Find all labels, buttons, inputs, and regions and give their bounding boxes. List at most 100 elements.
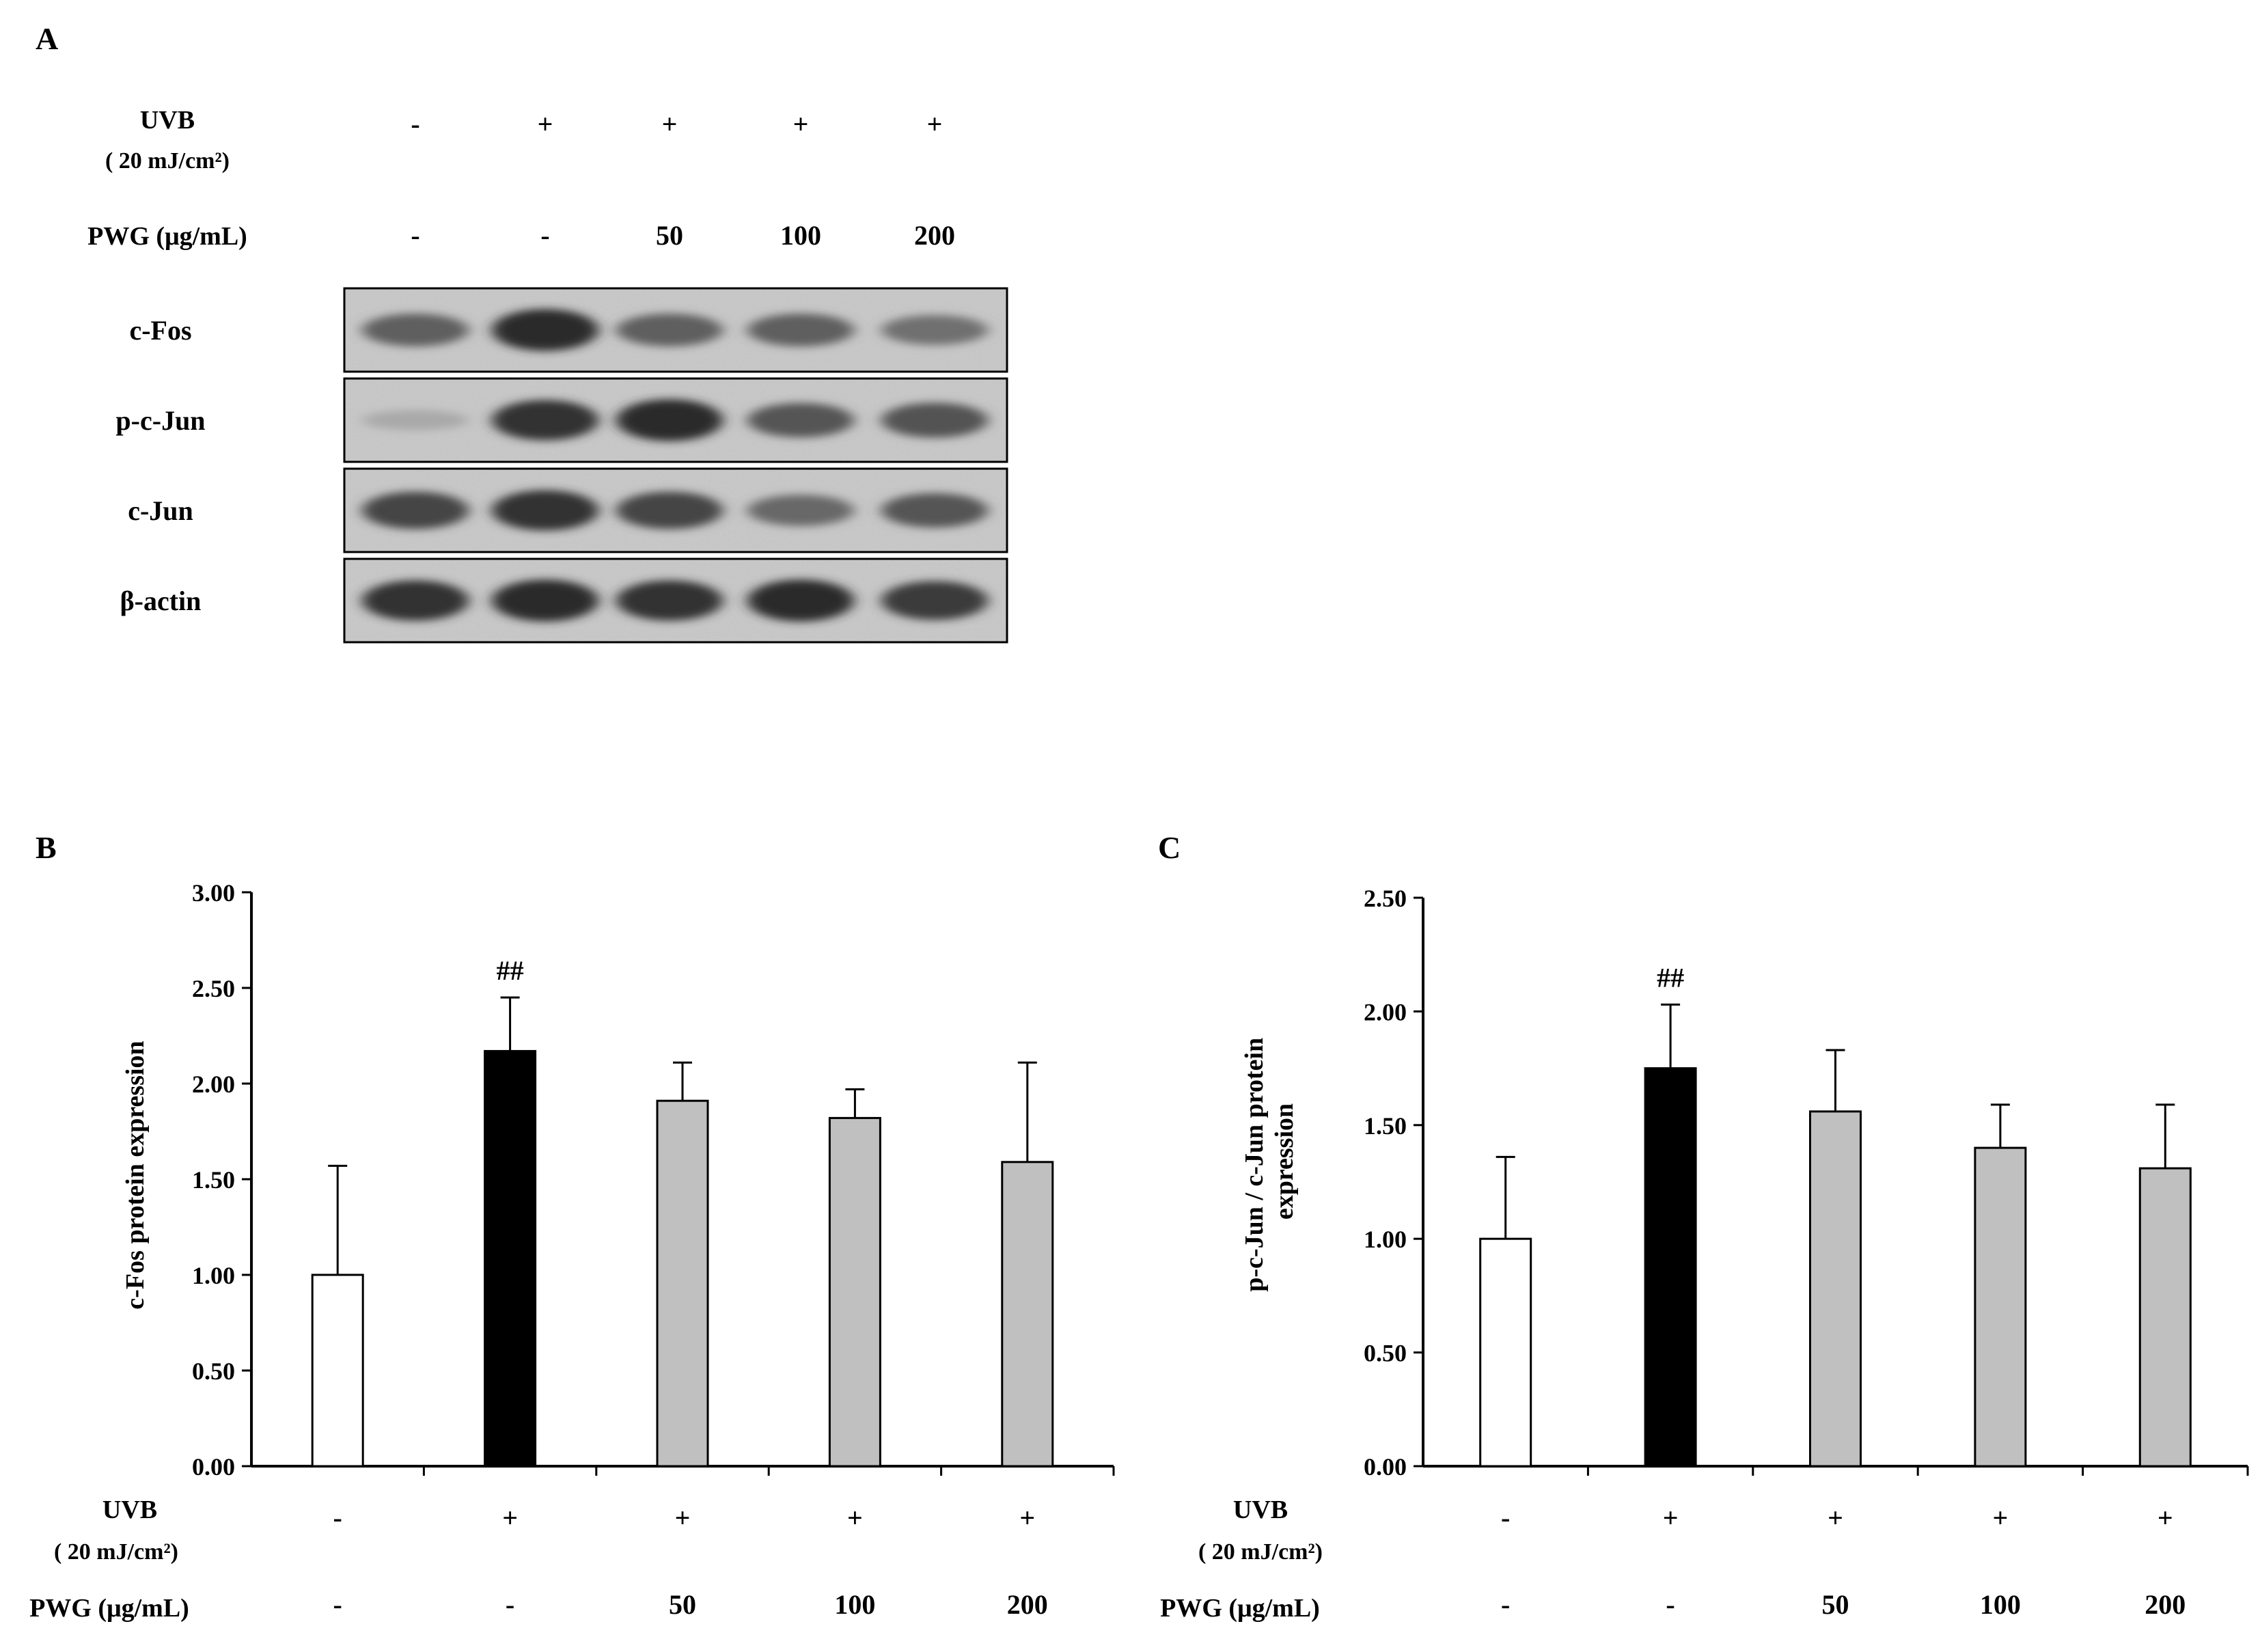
uvb-sign: + [2158, 1502, 2173, 1533]
blot-band [492, 579, 598, 622]
blot-uvb-sign: + [662, 109, 678, 139]
uvb-sign: + [847, 1502, 863, 1533]
panel-c-treatment-rows: UVB ( 20 mJ/cm²) PWG (μg/mL) - - + - +50 +100… [1160, 1496, 2186, 1623]
blot-pwg-dose: 100 [780, 220, 821, 251]
panel-c-label: C [1158, 830, 1181, 865]
blot-band [362, 410, 469, 430]
y-tick-label: 1.00 [1364, 1226, 1407, 1253]
pwg-dose: 200 [2145, 1589, 2186, 1620]
panel-c-uvb-dose: ( 20 mJ/cm²) [1198, 1539, 1323, 1565]
blot-band [881, 493, 988, 528]
uvb-sign: + [1993, 1502, 2009, 1533]
bar [1001, 1161, 1054, 1468]
y-tick-label: 0.50 [1364, 1340, 1407, 1367]
significance-mark: ## [497, 955, 524, 986]
blot-band [881, 581, 988, 620]
pwg-treatment-row: - - 50 100 200 [411, 220, 955, 251]
uvb-sign: + [1663, 1502, 1679, 1533]
blot-band [616, 491, 723, 529]
pwg-dose: 100 [834, 1589, 875, 1620]
pwg-dose: 200 [1007, 1589, 1048, 1620]
pwg-dose: - [506, 1589, 514, 1620]
blot-band [362, 580, 469, 621]
blot-border [343, 377, 1008, 463]
y-tick-label: 3.00 [192, 879, 235, 907]
blot-border [343, 557, 1008, 644]
panel-a-label: A [36, 21, 58, 56]
panel-c-error-bars [1496, 1003, 2175, 1239]
pwg-dose: 50 [1822, 1589, 1849, 1620]
pwg-dose: 100 [1980, 1589, 2021, 1620]
bar [1974, 1146, 2027, 1468]
bar [2138, 1167, 2192, 1468]
y-tick-label: 2.00 [1364, 998, 1407, 1025]
blot-pwg-dose: 200 [914, 220, 955, 251]
uvb-sign: + [1828, 1502, 1843, 1533]
y-tick-label: 2.00 [192, 1071, 235, 1098]
uvb-sign: + [675, 1502, 691, 1533]
y-tick-label: 2.50 [1364, 885, 1407, 912]
blot-row-label: c-Fos [129, 315, 191, 346]
y-tick-label: 1.50 [192, 1166, 235, 1194]
pwg-dose: - [333, 1589, 342, 1620]
panel-b-y-axis-title: c-Fos protein expression [121, 1041, 150, 1309]
blot-band [492, 400, 598, 441]
blot-border [343, 467, 1008, 553]
uvb-sign: - [1501, 1502, 1510, 1533]
y-tick-label: 0.00 [192, 1453, 235, 1481]
blot-c-jun: c-Jun [128, 467, 1008, 553]
panel-b-pwg-label: PWG (μg/mL) [29, 1594, 189, 1623]
blot-band [616, 313, 723, 347]
y-tick-label: 1.00 [192, 1262, 235, 1289]
bar [828, 1116, 881, 1468]
bar [484, 1049, 537, 1468]
significance-mark: ## [1657, 962, 1684, 993]
y-tick-label: 0.50 [192, 1358, 235, 1385]
panel-b-uvb-label: UVB [102, 1496, 157, 1524]
pwg-dose: - [1501, 1589, 1510, 1620]
panel-b-annotations: ## [497, 955, 524, 986]
blot-pwg-dose: - [540, 220, 549, 251]
blot-band [881, 315, 988, 345]
bar [311, 1274, 364, 1468]
panel-c-y-axis-title: p-c-Jun / c-Jun protein expression [1240, 1031, 1299, 1291]
blot-band [492, 490, 598, 531]
blot-row-label: β-actin [120, 586, 202, 616]
blot-uvb-sign: + [793, 109, 809, 139]
panel-b-cfos-chart: B c-Fos protein expression 0.00 0.50 1.00 1… [29, 830, 1115, 1623]
blot-row-label: c-Jun [128, 495, 193, 526]
blot-uvb-sign: + [538, 109, 553, 139]
panel-c-pcjun-chart: C p-c-Jun / c-Jun protein expression 0.0… [1158, 830, 2249, 1623]
blot-band [747, 495, 854, 526]
panel-c-y-axis-title-line1: p-c-Jun / c-Jun protein [1240, 1038, 1269, 1292]
blot-band [362, 313, 469, 347]
panel-c-uvb-label: UVB [1233, 1496, 1288, 1524]
blot-band [492, 309, 598, 351]
panel-b-uvb-dose: ( 20 mJ/cm²) [54, 1539, 178, 1565]
y-tick-label: 0.00 [1364, 1453, 1407, 1481]
panel-b-error-bars [328, 996, 1037, 1275]
panel-c-y-axis-title-line2: expression [1270, 1103, 1299, 1220]
pwg-row-label: PWG (μg/mL) [87, 222, 247, 251]
blot-uvb-sign: + [927, 109, 943, 139]
blot-uvb-sign: - [411, 109, 419, 139]
uvb-treatment-row: - + + + + [411, 109, 942, 139]
panel-b-y-ticks: 0.00 0.50 1.00 1.50 2.00 2.50 3.00 [192, 879, 251, 1481]
panel-c-annotations: ## [1657, 962, 1684, 993]
blot-p-c-jun: p-c-Jun [115, 377, 1008, 463]
blot-pwg-dose: 50 [656, 220, 683, 251]
blot--actin: β-actin [120, 557, 1008, 644]
blot-row-label: p-c-Jun [115, 405, 205, 436]
uvb-row-label: UVB [140, 106, 195, 135]
blot-border [343, 287, 1008, 373]
bar [1644, 1067, 1697, 1468]
bar [1809, 1110, 1862, 1468]
blot-band [362, 491, 469, 529]
panel-b-bars [311, 1049, 1054, 1468]
blot-pwg-dose: - [411, 220, 419, 251]
panel-b-label: B [36, 830, 57, 865]
panel-c-bars [1479, 1067, 2192, 1468]
pwg-dose: 50 [669, 1589, 696, 1620]
blot-strips: c-Fos p-c-Jun c-Jun β-actin [115, 287, 1008, 644]
